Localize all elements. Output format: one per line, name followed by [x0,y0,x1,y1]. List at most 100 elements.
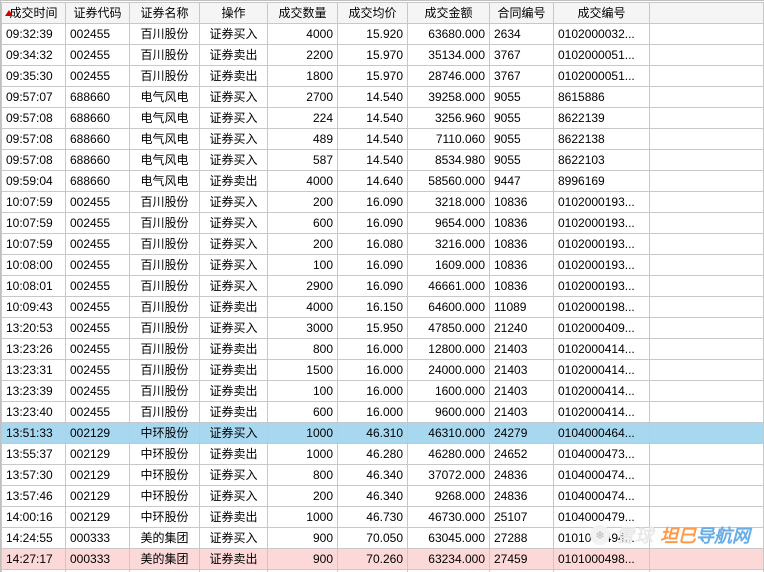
cell-deal: 0104000464... [554,423,650,444]
table-row[interactable]: 09:57:08688660电气风电证券买入48914.5407110.0609… [2,129,764,150]
table-row[interactable]: 09:35:30002455百川股份证券卖出180015.97028746.00… [2,66,764,87]
cell-deal: 0104000479... [554,507,650,528]
cell-amount: 63234.000 [408,549,490,570]
cell-time: 09:57:08 [2,108,66,129]
cell-contract: 27459 [490,549,554,570]
table-row[interactable]: 09:57:07688660电气风电证券买入270014.54039258.00… [2,87,764,108]
table-row[interactable]: 10:08:00002455百川股份证券买入10016.0901609.0001… [2,255,764,276]
cell-amount: 24000.000 [408,360,490,381]
cell-price: 16.000 [338,402,408,423]
table-row[interactable]: 14:27:17000333美的集团证券卖出90070.26063234.000… [2,549,764,570]
cell-time: 10:07:59 [2,192,66,213]
table-row[interactable]: 13:57:30002129中环股份证券买入80046.34037072.000… [2,465,764,486]
col-header-amount[interactable]: 成交金额 [408,3,490,24]
table-row[interactable]: 09:57:08688660电气风电证券买入22414.5403256.9609… [2,108,764,129]
cell-deal: 0101000494... [554,528,650,549]
cell-op: 证券买入 [200,129,268,150]
table-row[interactable]: 10:07:59002455百川股份证券买入60016.0909654.0001… [2,213,764,234]
cell-name: 百川股份 [130,339,200,360]
cell-deal: 0102000414... [554,402,650,423]
cell-price: 15.970 [338,45,408,66]
cell-code: 002455 [66,318,130,339]
cell-amount: 9654.000 [408,213,490,234]
cell-contract: 10836 [490,234,554,255]
table-row[interactable]: 09:59:04688660电气风电证券卖出400014.64058560.00… [2,171,764,192]
cell-deal: 8996169 [554,171,650,192]
cell-code: 688660 [66,87,130,108]
table-row[interactable]: 13:23:40002455百川股份证券卖出60016.0009600.0002… [2,402,764,423]
col-header-name[interactable]: 证券名称 [130,3,200,24]
table-row[interactable]: 10:08:01002455百川股份证券买入290016.09046661.00… [2,276,764,297]
table-row[interactable]: 14:24:55000333美的集团证券买入90070.05063045.000… [2,528,764,549]
col-header-deal[interactable]: 成交编号 [554,3,650,24]
cell-time: 10:07:59 [2,213,66,234]
cell-deal: 0102000414... [554,381,650,402]
cell-time: 13:51:33 [2,423,66,444]
cell-name: 百川股份 [130,297,200,318]
table-row[interactable]: 09:57:08688660电气风电证券买入58714.5408534.9809… [2,150,764,171]
table-row[interactable]: 14:00:16002129中环股份证券卖出100046.73046730.00… [2,507,764,528]
table-row[interactable]: 09:34:32002455百川股份证券卖出220015.97035134.00… [2,45,764,66]
cell-price: 46.730 [338,507,408,528]
cell-amount: 46730.000 [408,507,490,528]
cell-qty: 800 [268,339,338,360]
cell-time: 14:24:55 [2,528,66,549]
cell-op: 证券卖出 [200,402,268,423]
table-row[interactable]: 13:23:31002455百川股份证券卖出150016.00024000.00… [2,360,764,381]
cell-op: 证券卖出 [200,339,268,360]
col-header-price[interactable]: 成交均价 [338,3,408,24]
cell-deal: 0102000051... [554,45,650,66]
cell-name: 美的集团 [130,549,200,570]
cell-amount: 8534.980 [408,150,490,171]
table-row[interactable]: 13:55:37002129中环股份证券卖出100046.28046280.00… [2,444,764,465]
trade-table-container: 成交时间证券代码证券名称操作成交数量成交均价成交金额合同编号成交编号 09:32… [0,0,764,572]
table-row[interactable]: 09:32:39002455百川股份证券买入400015.92063680.00… [2,24,764,45]
cell-time: 13:23:39 [2,381,66,402]
cell-amount: 46310.000 [408,423,490,444]
table-row[interactable]: 13:20:53002455百川股份证券买入300015.95047850.00… [2,318,764,339]
cell-contract: 21403 [490,381,554,402]
cell-contract: 24836 [490,465,554,486]
table-row[interactable]: 13:23:39002455百川股份证券卖出10016.0001600.0002… [2,381,764,402]
cell-name: 电气风电 [130,150,200,171]
cell-name: 美的集团 [130,528,200,549]
cell-amount: 47850.000 [408,318,490,339]
cell-code: 002455 [66,255,130,276]
cell-time: 14:00:16 [2,507,66,528]
cell-op: 证券买入 [200,87,268,108]
cell-time: 13:20:53 [2,318,66,339]
col-header-contract[interactable]: 合同编号 [490,3,554,24]
cell-op: 证券买入 [200,318,268,339]
table-row[interactable]: 10:07:59002455百川股份证券买入20016.0803216.0001… [2,234,764,255]
cell-qty: 4000 [268,297,338,318]
cell-amount: 46280.000 [408,444,490,465]
col-header-qty[interactable]: 成交数量 [268,3,338,24]
cell-contract: 9055 [490,150,554,171]
cell-time: 13:55:37 [2,444,66,465]
cell-time: 13:23:31 [2,360,66,381]
table-row[interactable]: 10:07:59002455百川股份证券买入20016.0903218.0001… [2,192,764,213]
cell-op: 证券卖出 [200,45,268,66]
table-row[interactable]: 13:23:26002455百川股份证券卖出80016.00012800.000… [2,339,764,360]
table-row[interactable]: 13:51:33002129中环股份证券买入100046.31046310.00… [2,423,764,444]
col-header-code[interactable]: 证券代码 [66,3,130,24]
table-row[interactable]: 13:57:46002129中环股份证券买入20046.3409268.0002… [2,486,764,507]
cell-contract: 3767 [490,45,554,66]
cell-time: 09:34:32 [2,45,66,66]
cell-price: 46.310 [338,423,408,444]
cell-op: 证券买入 [200,213,268,234]
cell-contract: 2634 [490,24,554,45]
table-row[interactable]: 10:09:43002455百川股份证券卖出400016.15064600.00… [2,297,764,318]
cell-time: 10:08:00 [2,255,66,276]
col-header-op[interactable]: 操作 [200,3,268,24]
cell-contract: 9055 [490,87,554,108]
cell-price: 70.260 [338,549,408,570]
cell-contract: 3767 [490,66,554,87]
cell-name: 百川股份 [130,381,200,402]
cell-qty: 587 [268,150,338,171]
cell-qty: 200 [268,486,338,507]
cell-contract: 21403 [490,402,554,423]
col-header-time[interactable]: 成交时间 [2,3,66,24]
cell-price: 16.090 [338,276,408,297]
cell-contract: 10836 [490,255,554,276]
